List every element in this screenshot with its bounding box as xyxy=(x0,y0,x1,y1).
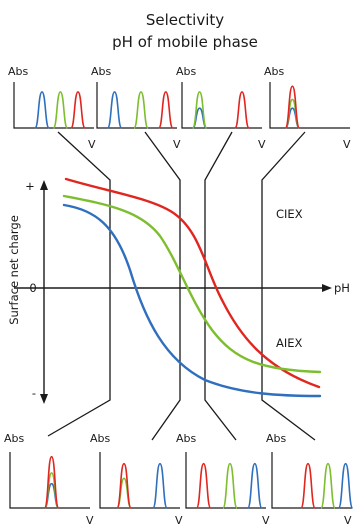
bottom-panel-4-red-peak xyxy=(300,462,316,509)
top-panel-4-red-peak xyxy=(284,85,301,129)
top-panel-3: Abs V xyxy=(176,65,266,151)
chromatogram-peaks xyxy=(34,85,354,509)
bottom-panel-1: Abs V xyxy=(4,432,94,526)
top-panel-2-axes xyxy=(96,82,177,129)
top-panel-1-blue-peak xyxy=(34,91,50,129)
region-label-ciex: CIEX xyxy=(276,207,303,221)
bottom-panel-4-blue-peak xyxy=(337,462,354,509)
bottom-panel-4-v-label: V xyxy=(344,514,352,526)
top-panel-1: Abs V xyxy=(8,65,96,151)
bottom-panel-4: Abs V xyxy=(266,432,352,526)
x-axis-arrow xyxy=(322,284,332,292)
top-panel-2-blue-peak xyxy=(106,91,123,129)
minus-label: - xyxy=(32,386,36,400)
bottom-panel-2-axes xyxy=(99,452,180,509)
bottom-panel-3: Abs V xyxy=(176,432,270,526)
y-axis-label: Surface net charge xyxy=(7,215,21,325)
bottom-panel-2-red-peak xyxy=(116,462,132,509)
bottom-panel-1-axes xyxy=(9,452,90,509)
connector-line-4 xyxy=(261,131,316,441)
top-panel-2-red-peak xyxy=(158,91,174,129)
bottom-panel-1-v-label: V xyxy=(86,514,94,526)
bottom-panel-3-blue-peak xyxy=(247,462,263,509)
bottom-panel-3-axes xyxy=(185,452,266,509)
bottom-panel-1-abs-label: Abs xyxy=(4,432,25,445)
connector-line-2 xyxy=(144,131,181,441)
bottom-panel-4-green-peak xyxy=(320,462,336,509)
title-line-2: pH of mobile phase xyxy=(112,33,258,51)
x-axis-label: pH xyxy=(334,281,350,295)
top-panel-4: Abs V xyxy=(264,65,351,151)
top-panel-3-axes xyxy=(181,82,262,129)
bottom-panel-2-abs-label: Abs xyxy=(90,432,111,445)
bottom-panel-4-abs-label: Abs xyxy=(266,432,287,445)
bottom-panel-2: Abs V xyxy=(90,432,183,526)
bottom-panel-3-abs-label: Abs xyxy=(176,432,197,445)
blue-protein-curve xyxy=(62,203,322,398)
zero-label: 0 xyxy=(29,281,36,295)
red-protein-curve xyxy=(64,177,321,389)
connector-line-3 xyxy=(204,131,237,441)
top-panel-2-abs-label: Abs xyxy=(91,65,112,78)
y-axis-up-arrow xyxy=(40,180,48,190)
top-panel-2-v-label: V xyxy=(173,138,181,151)
top-panel-1-green-peak xyxy=(52,91,69,129)
top-panel-1-abs-label: Abs xyxy=(8,65,29,78)
title-line-1: Selectivity xyxy=(146,11,224,29)
top-panel-2: Abs V xyxy=(91,65,181,151)
top-panel-1-red-peak xyxy=(70,91,86,129)
green-protein-curve xyxy=(62,194,322,374)
bottom-panel-3-v-label: V xyxy=(262,514,270,526)
region-label-aiex: AIEX xyxy=(276,336,303,350)
top-panel-4-axes xyxy=(269,82,350,129)
bottom-panel-2-v-label: V xyxy=(175,514,183,526)
connector-lines xyxy=(47,131,316,441)
top-panel-3-green-peak xyxy=(191,91,208,129)
bottom-panel-3-green-peak xyxy=(222,462,238,509)
top-panel-3-abs-label: Abs xyxy=(176,65,197,78)
top-panel-2-green-peak xyxy=(133,91,149,129)
top-panel-3-red-peak xyxy=(234,91,250,129)
plus-label: + xyxy=(25,179,35,193)
bottom-panel-4-axes xyxy=(271,452,352,509)
y-axis-down-arrow xyxy=(40,394,48,404)
bottom-panel-3-red-peak xyxy=(195,462,212,509)
bottom-panel-1-red-peak xyxy=(43,455,60,509)
bottom-panel-2-blue-peak xyxy=(152,462,168,509)
top-panel-1-v-label: V xyxy=(88,138,96,151)
top-panel-3-v-label: V xyxy=(258,138,266,151)
main-axes xyxy=(14,180,332,404)
top-panels: Abs V Abs V Abs V Abs V xyxy=(8,65,351,151)
connector-line-1 xyxy=(47,131,111,437)
bottom-panels: Abs V Abs V Abs V Abs V xyxy=(4,432,352,526)
top-panel-4-abs-label: Abs xyxy=(264,65,285,78)
titration-curves xyxy=(62,177,322,398)
top-panel-4-v-label: V xyxy=(343,138,351,151)
